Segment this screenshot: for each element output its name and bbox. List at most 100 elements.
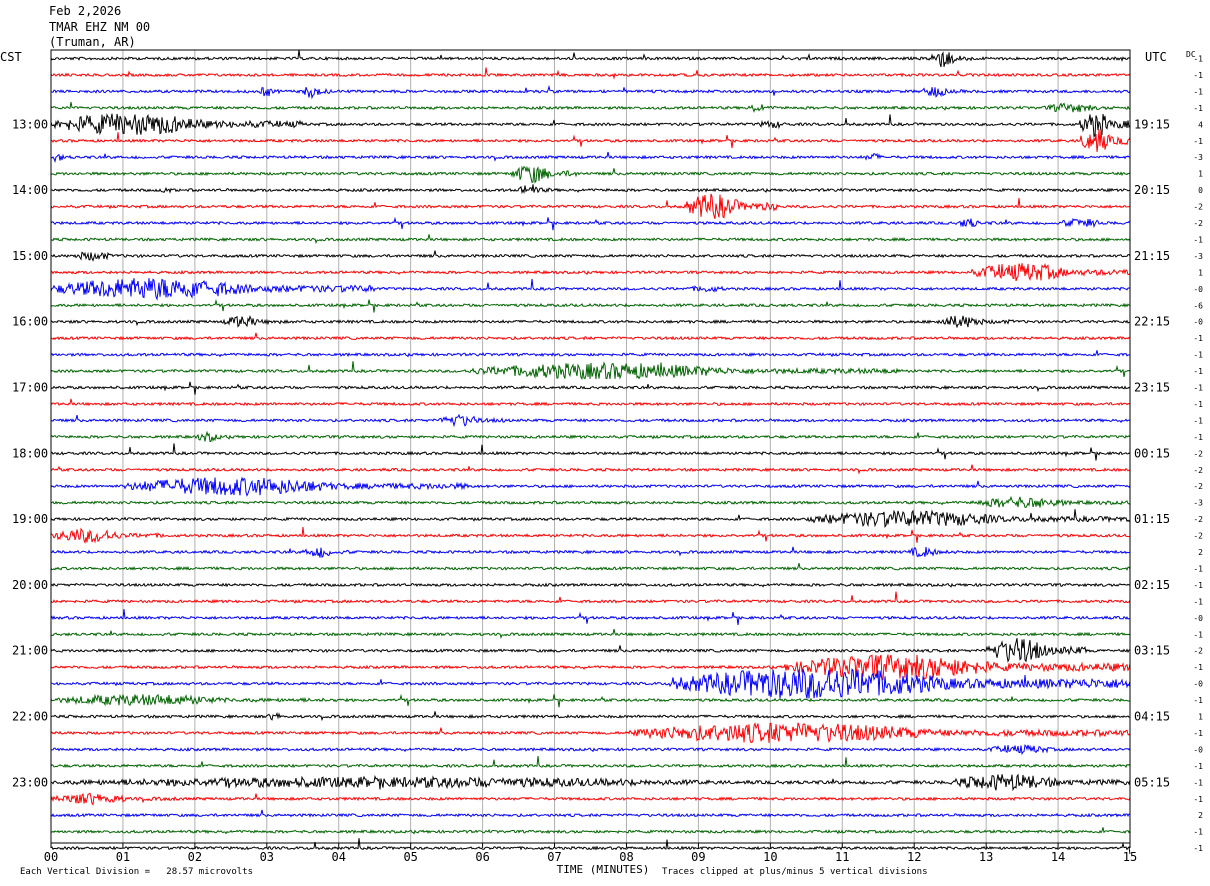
- seismic-trace: [50, 262, 1131, 282]
- seismic-trace: [50, 809, 1131, 818]
- seismic-trace: [50, 67, 1131, 80]
- cst-hour-label: 13:00: [12, 117, 48, 131]
- seismic-trace: [50, 792, 1131, 806]
- dc-offset-label: -0: [1193, 614, 1203, 623]
- scale-note: Each Vertical Division = 28.57 microvolt…: [20, 867, 253, 877]
- dc-offset-label: 2: [1198, 548, 1203, 557]
- cst-axis-label: CST: [0, 50, 22, 64]
- dc-offset-label: -1: [1193, 137, 1203, 146]
- x-tick-label: 05: [403, 850, 417, 864]
- x-tick-label: 02: [188, 850, 202, 864]
- dc-offset-label: 1: [1198, 170, 1203, 179]
- utc-hour-label: 22:15: [1134, 315, 1170, 329]
- dc-offset-label: -1: [1193, 235, 1203, 244]
- x-tick-label: 13: [979, 850, 993, 864]
- cst-hour-label: 22:00: [12, 710, 48, 724]
- seismic-trace: [50, 562, 1131, 571]
- dc-offset-label: -3: [1193, 499, 1203, 508]
- seismic-trace: [50, 638, 1131, 663]
- cst-hour-label: 21:00: [12, 644, 48, 658]
- station-code: TMAR EHZ NM 00: [49, 20, 151, 34]
- seismic-trace: [50, 165, 1131, 184]
- dc-offset-label: -0: [1193, 318, 1203, 327]
- seismic-trace: [50, 278, 1131, 301]
- seismic-trace: [50, 49, 1131, 68]
- seismic-trace: [50, 381, 1131, 395]
- seismic-trace: [50, 314, 1131, 329]
- seismic-trace: [50, 234, 1131, 245]
- seismic-trace: [51, 84, 1131, 100]
- utc-hour-label: 01:15: [1134, 512, 1170, 526]
- seismic-trace: [50, 628, 1131, 639]
- seismic-trace: [50, 582, 1131, 588]
- dc-offset-label: -1: [1193, 55, 1203, 64]
- dc-offset-label: -2: [1193, 449, 1203, 458]
- plot-frame: [50, 49, 1131, 844]
- seismic-trace: [50, 464, 1131, 475]
- seismic-trace: [50, 298, 1131, 313]
- seismic-trace: [50, 350, 1131, 358]
- dc-offset-label: -1: [1193, 696, 1203, 705]
- seismic-trace: [50, 755, 1131, 769]
- utc-hour-label: 02:15: [1134, 578, 1170, 592]
- x-tick-label: 07: [547, 850, 561, 864]
- utc-hour-label: 21:15: [1134, 249, 1170, 263]
- seismic-trace: [50, 398, 1131, 407]
- dc-offset-label: -1: [1193, 384, 1203, 393]
- x-tick-label: 06: [475, 850, 489, 864]
- x-tick-label: 09: [691, 850, 705, 864]
- cst-hour-label: 17:00: [12, 381, 48, 395]
- seismic-trace: [50, 526, 1131, 544]
- dc-offset-label: 0: [1198, 186, 1203, 195]
- x-tick-label: 12: [907, 850, 921, 864]
- seismic-trace: [50, 443, 1131, 461]
- dc-offset-label: -2: [1193, 482, 1203, 491]
- x-tick-label: 10: [763, 850, 777, 864]
- dc-offset-label: -1: [1193, 104, 1203, 113]
- dc-offset-label: -2: [1193, 203, 1203, 212]
- x-tick-label: 11: [835, 850, 849, 864]
- dc-offset-label: -1: [1193, 351, 1203, 360]
- utc-hour-label: 20:15: [1134, 183, 1170, 197]
- dc-offset-label: -1: [1193, 844, 1203, 853]
- dc-offset-label: -2: [1193, 532, 1203, 541]
- seismic-trace: [50, 430, 1131, 443]
- station-location: (Truman, AR): [49, 35, 136, 49]
- dc-offset-label: -1: [1193, 828, 1203, 837]
- seismic-trace: [50, 250, 1131, 262]
- dc-offset-label: -6: [1193, 301, 1203, 310]
- utc-axis-label: UTC: [1145, 50, 1167, 64]
- dc-offset-label: -1: [1193, 630, 1203, 639]
- seismic-traces: [50, 49, 1131, 855]
- dc-offset-label: -2: [1193, 515, 1203, 524]
- seismic-trace: [50, 721, 1131, 744]
- x-tick-label: 14: [1051, 850, 1065, 864]
- utc-hour-label: 23:15: [1134, 381, 1170, 395]
- seismic-trace: [50, 102, 1131, 113]
- seismic-trace: [50, 216, 1131, 231]
- seismic-trace: [50, 591, 1131, 605]
- seismic-trace: [50, 509, 1131, 529]
- utc-hour-label: 03:15: [1134, 644, 1170, 658]
- cst-hour-label: 19:00: [12, 512, 48, 526]
- dc-offset-label: 2: [1198, 811, 1203, 820]
- dc-offset-label: -1: [1193, 795, 1203, 804]
- seismic-trace: [50, 827, 1131, 835]
- cst-hour-label: 16:00: [12, 315, 48, 329]
- seismic-trace: [50, 113, 1131, 138]
- utc-hour-label: 19:15: [1134, 117, 1170, 131]
- dc-offset-label: -1: [1193, 581, 1203, 590]
- utc-hour-label: 00:15: [1134, 446, 1170, 460]
- seismic-trace: [51, 773, 1131, 792]
- seismic-trace: [50, 361, 1131, 380]
- dc-offset-label: -1: [1193, 87, 1203, 96]
- cst-hour-label: 23:00: [12, 775, 48, 789]
- dc-offset-label: -1: [1193, 762, 1203, 771]
- clip-note: Traces clipped at plus/minus 5 vertical …: [662, 867, 928, 877]
- dc-offset-label: 4: [1198, 120, 1203, 129]
- dc-offset-label: -1: [1193, 564, 1203, 573]
- dc-offset-label: -2: [1193, 219, 1203, 228]
- seismic-trace: [50, 609, 1131, 626]
- cst-hour-label: 20:00: [12, 578, 48, 592]
